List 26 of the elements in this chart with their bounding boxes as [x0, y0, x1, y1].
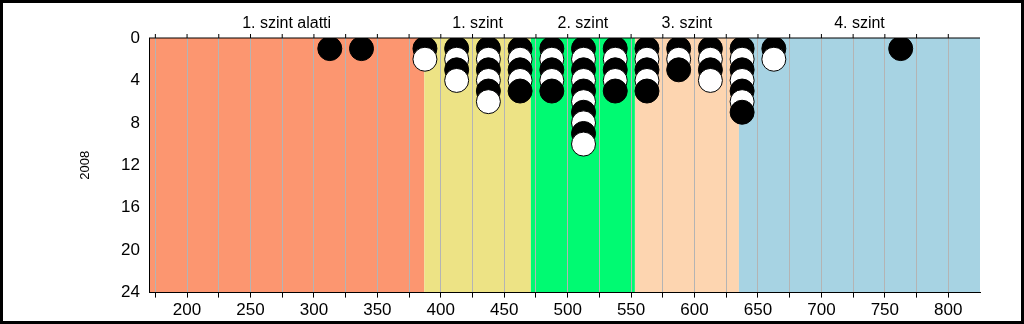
y-tick-label: 12: [121, 154, 140, 174]
x-tick-label: 300: [299, 300, 329, 320]
y-axis-title: 2008: [77, 150, 93, 180]
x-tick-label: 700: [807, 300, 836, 320]
x-tick-label: 750: [870, 300, 900, 320]
x-tick-label: 650: [743, 300, 773, 320]
y-tick-label: 4: [130, 70, 140, 90]
x-tick-label: 500: [553, 300, 582, 320]
band-label: 1. szint alatti: [242, 14, 332, 32]
y-tick-label: 20: [121, 239, 140, 259]
x-tick-label: 400: [426, 300, 455, 320]
band-label: 1. szint: [452, 14, 504, 32]
x-tick-label: 550: [616, 300, 646, 320]
y-tick-label: 24: [121, 282, 140, 302]
band-label: 4. szint: [834, 14, 886, 32]
band-label: 2. szint: [557, 14, 609, 32]
y-tick-label: 8: [130, 112, 140, 132]
y-tick-label: 16: [121, 197, 140, 217]
x-tick-label: 450: [490, 300, 519, 320]
band-label: 3. szint: [661, 14, 713, 32]
y-tick-label: 0: [130, 27, 140, 47]
x-tick-label: 800: [934, 300, 963, 320]
x-tick-label: 200: [172, 300, 202, 320]
x-tick-label: 600: [680, 300, 709, 320]
x-tick-label: 250: [236, 300, 265, 320]
x-tick-label: 350: [363, 300, 392, 320]
